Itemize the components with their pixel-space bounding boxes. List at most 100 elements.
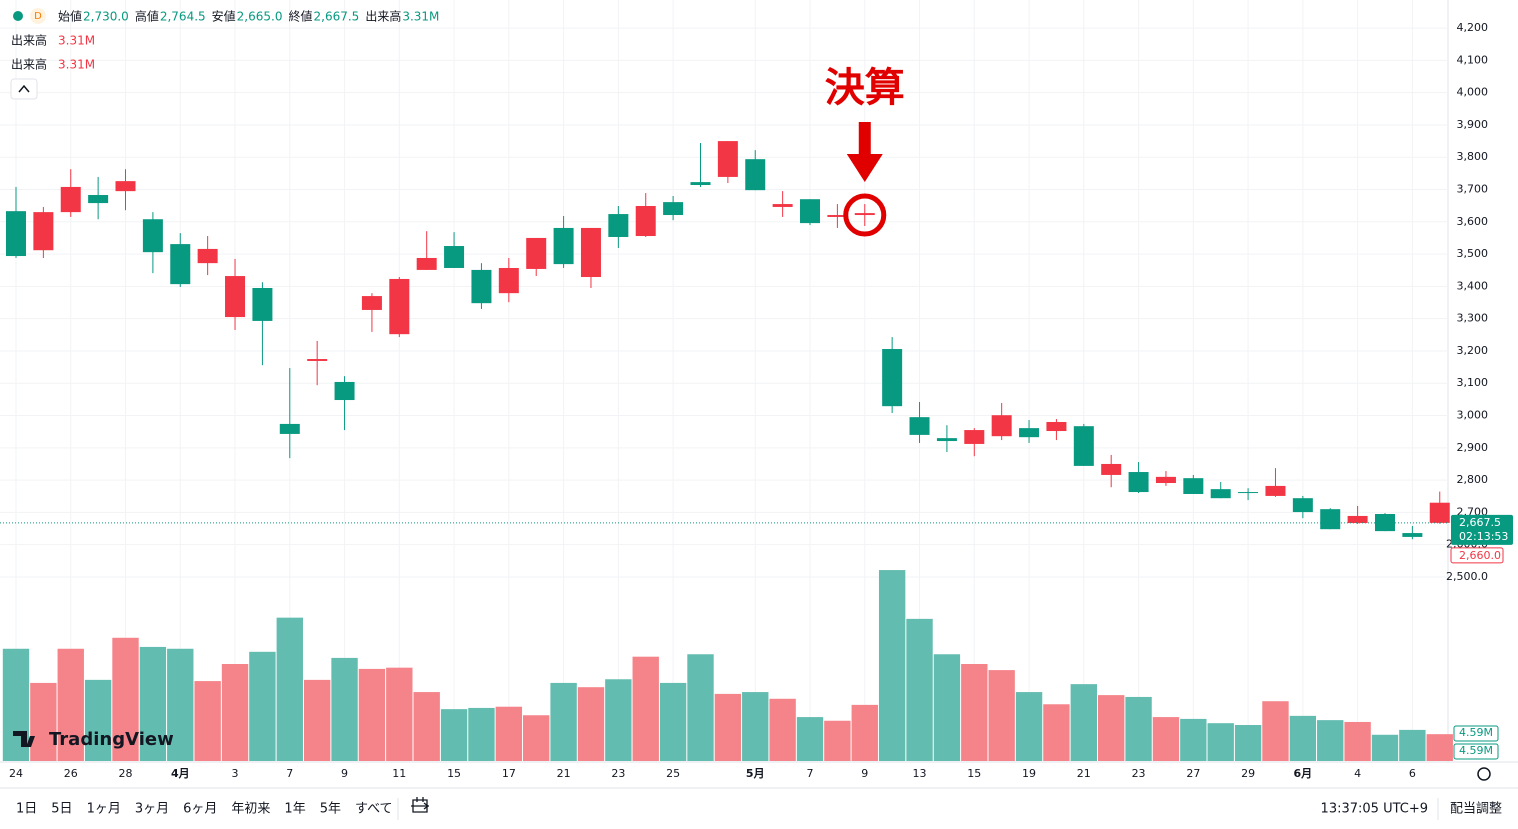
y-tick-label: 4,200 <box>1457 21 1489 34</box>
candle-body <box>60 186 81 213</box>
annotation-arrow <box>846 122 883 182</box>
badge: D <box>34 11 42 22</box>
range-button[interactable]: 5日 <box>51 802 72 817</box>
x-tick-label: 11 <box>392 767 406 780</box>
volume-bar <box>413 692 440 761</box>
x-tick-label: 25 <box>666 767 680 780</box>
volume-bar <box>495 706 523 761</box>
volume-bar <box>1289 715 1317 761</box>
volume-bar <box>1399 729 1426 761</box>
plot <box>0 0 1453 761</box>
volume-bar <box>1317 720 1344 761</box>
volume-bar <box>687 654 714 761</box>
x-tick-label: 6 <box>1409 767 1416 780</box>
volume-bar <box>1262 701 1289 761</box>
volume-value-box <box>1453 725 1499 742</box>
last-price-box <box>1451 514 1513 545</box>
candle-body <box>1101 463 1122 475</box>
range-button[interactable]: すべて <box>355 802 393 817</box>
volume-bar <box>878 570 906 761</box>
candle-body <box>252 287 273 321</box>
candle-body <box>553 227 574 265</box>
x-tick-label: 7 <box>807 767 814 780</box>
volume-bar <box>961 664 988 761</box>
range-button[interactable]: 1日 <box>16 802 37 817</box>
volume-bar <box>851 704 878 761</box>
x-tick-label: 5月 <box>746 767 765 780</box>
x-tick-label: 28 <box>119 767 133 780</box>
candle-body <box>389 278 410 335</box>
last-price-label: 2,667.5 <box>1459 516 1501 529</box>
settings-icon[interactable] <box>1477 767 1491 781</box>
ohlc-value: 2,764.5 <box>160 10 206 24</box>
x-tick-label: 24 <box>9 767 23 780</box>
date-range-icon[interactable] <box>411 797 430 813</box>
volume-bar <box>1426 734 1453 761</box>
candle-body <box>361 296 382 310</box>
y-tick-label: 2,500.0 <box>1446 570 1488 583</box>
y-tick-label: 3,900 <box>1457 118 1489 131</box>
ohlc-label: 終値 <box>288 9 312 24</box>
x-tick-label: 13 <box>913 767 927 780</box>
candle-body <box>1347 515 1368 524</box>
volume-bar <box>1070 684 1097 761</box>
y-tick-label: 3,700 <box>1457 183 1489 196</box>
volume-bar <box>933 654 961 761</box>
volume-value-label: 4.59M <box>1459 744 1493 757</box>
ohlc-label: 始値 <box>58 9 82 24</box>
bid-label: 2,660.0 <box>1459 549 1501 562</box>
status-dot <box>13 11 23 21</box>
time-label: 13:37:05 UTC+9 <box>1321 802 1428 817</box>
range-button[interactable]: 6ヶ月 <box>183 802 217 817</box>
candle-body <box>800 199 821 224</box>
countdown-label: 02:13:53 <box>1459 530 1508 543</box>
volume-bar <box>906 618 933 761</box>
y-tick-label: 3,300 <box>1457 312 1489 325</box>
volume-bar <box>1180 718 1207 761</box>
range-button[interactable]: 1年 <box>284 802 305 817</box>
x-tick-label: 21 <box>557 767 571 780</box>
candle-body <box>1210 489 1231 499</box>
volume-bar <box>194 681 221 761</box>
volume-bar <box>112 637 139 761</box>
adjust-button[interactable]: 配当調整 <box>1450 802 1502 817</box>
candle-body <box>635 205 656 237</box>
volume-bar <box>1015 692 1043 761</box>
volume-legend-label: 出来高 <box>11 57 47 72</box>
volume-bar <box>303 679 331 761</box>
volume-bar <box>1043 704 1070 761</box>
badge-bg <box>30 8 46 24</box>
x-tick-label: 3 <box>232 767 239 780</box>
y-tick-label: 4,000 <box>1457 86 1489 99</box>
ohlc-value: 2,665.0 <box>237 10 283 24</box>
collapse-button[interactable] <box>10 78 38 100</box>
range-button[interactable]: 1ヶ月 <box>87 802 121 817</box>
x-tick-label: 29 <box>1241 767 1255 780</box>
candle-body <box>1292 498 1313 513</box>
ohlc-label: 高値 <box>135 9 159 24</box>
y-tick-label: 2,900 <box>1457 441 1489 454</box>
volume-bar <box>550 682 577 761</box>
volume-value-box <box>1453 743 1499 760</box>
volume-bar <box>1125 696 1152 761</box>
y-tick-label: 4,100 <box>1457 53 1489 66</box>
ohlc-label: 出来高 <box>365 9 401 24</box>
volume-bar <box>30 682 57 761</box>
range-button[interactable]: 年初来 <box>231 802 270 817</box>
ohlc-value: 3.31M <box>402 10 439 24</box>
x-tick-label: 23 <box>611 767 625 780</box>
candle-body <box>1155 476 1176 484</box>
range-button[interactable]: 3ヶ月 <box>135 802 169 817</box>
y-tick-label: 3,500 <box>1457 247 1489 260</box>
candle-body <box>1019 428 1040 438</box>
range-button[interactable]: 5年 <box>320 802 341 817</box>
y-tick-label: 3,800 <box>1457 150 1489 163</box>
ohlc-label: 安値 <box>212 9 236 24</box>
candle-body <box>1429 502 1450 523</box>
y-tick-label: 3,200 <box>1457 344 1489 357</box>
volume-bar <box>468 707 495 761</box>
volume-bar <box>1371 734 1399 761</box>
candle-body <box>1238 492 1259 494</box>
volume-bar <box>632 656 659 761</box>
